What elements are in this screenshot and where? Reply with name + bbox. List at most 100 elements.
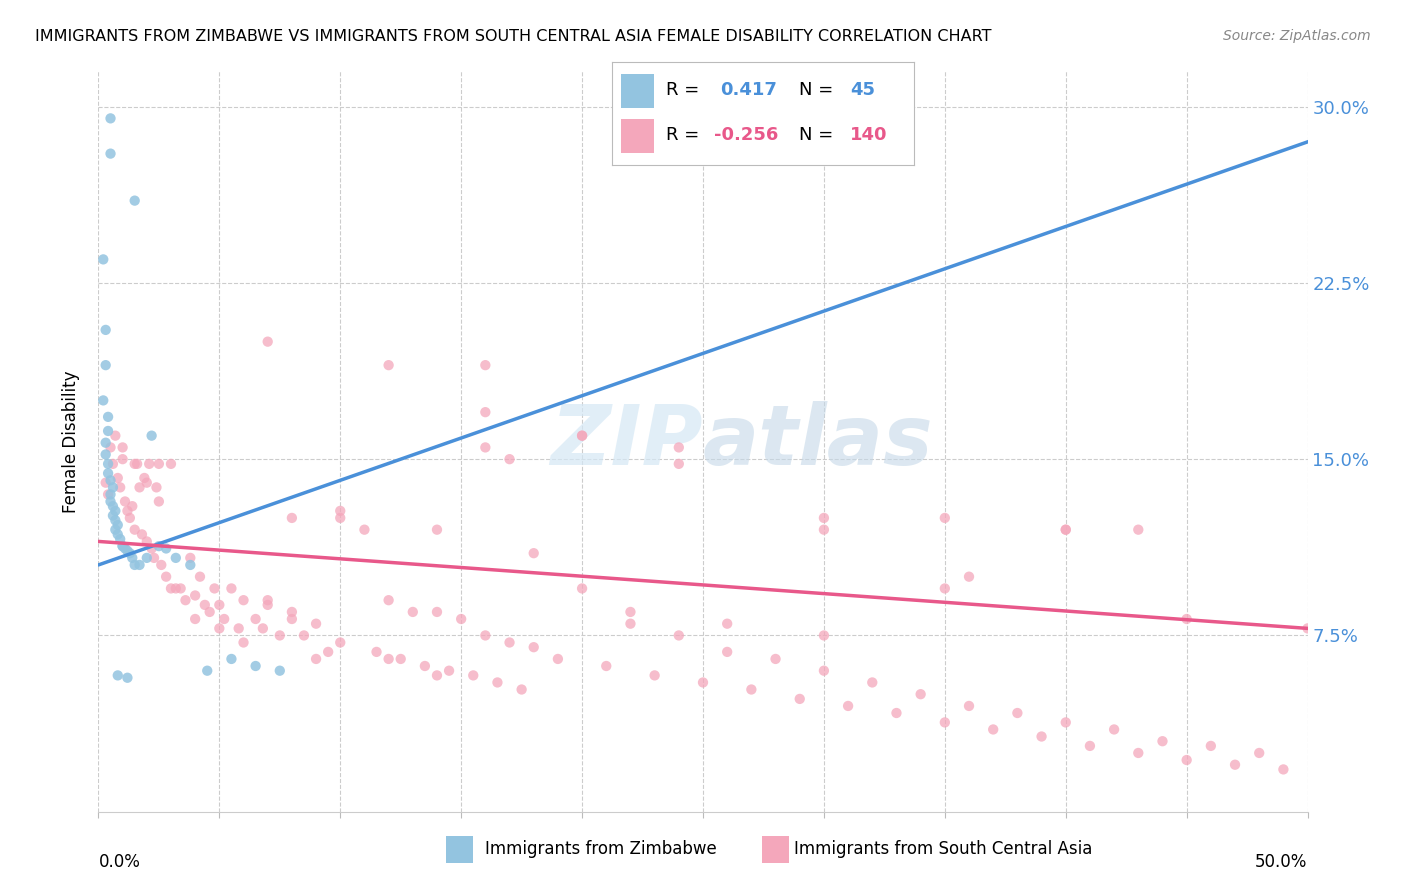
Text: N =: N =	[799, 127, 834, 145]
Point	[100, 473, 122, 487]
Point	[108, 480, 131, 494]
Point	[426, 605, 449, 619]
Point	[101, 480, 124, 494]
Point	[94, 475, 117, 490]
Point	[305, 652, 328, 666]
Point	[437, 664, 460, 678]
Point	[402, 605, 425, 619]
Point	[474, 358, 496, 372]
Point	[644, 668, 666, 682]
Point	[377, 652, 399, 666]
Point	[134, 471, 156, 485]
Point	[97, 467, 120, 481]
Point	[957, 570, 980, 584]
Point	[128, 558, 150, 572]
Point	[486, 675, 509, 690]
Point	[957, 698, 980, 713]
Point	[104, 513, 127, 527]
Point	[108, 532, 131, 546]
Point	[97, 424, 120, 438]
Point	[150, 558, 173, 572]
Point	[118, 511, 141, 525]
Point	[1199, 739, 1222, 753]
Point	[1031, 730, 1053, 744]
Text: Immigrants from Zimbabwe: Immigrants from Zimbabwe	[485, 840, 717, 858]
Point	[111, 441, 134, 455]
Text: 0.0%: 0.0%	[98, 854, 141, 871]
Point	[148, 539, 170, 553]
Point	[145, 480, 167, 494]
Point	[510, 682, 533, 697]
Point	[117, 544, 139, 558]
Point	[934, 715, 956, 730]
Point	[813, 511, 835, 525]
Point	[94, 447, 117, 461]
Y-axis label: Female Disability: Female Disability	[62, 370, 80, 513]
Text: IMMIGRANTS FROM ZIMBABWE VS IMMIGRANTS FROM SOUTH CENTRAL ASIA FEMALE DISABILITY: IMMIGRANTS FROM ZIMBABWE VS IMMIGRANTS F…	[35, 29, 991, 44]
Point	[100, 112, 122, 126]
Point	[269, 664, 291, 678]
Point	[450, 612, 472, 626]
Point	[474, 628, 496, 642]
Text: N =: N =	[799, 81, 834, 99]
Text: 45: 45	[851, 81, 876, 99]
Point	[256, 593, 278, 607]
Point	[765, 652, 787, 666]
Point	[353, 523, 375, 537]
Point	[208, 621, 231, 635]
Point	[107, 518, 129, 533]
Point	[135, 475, 157, 490]
Point	[124, 523, 146, 537]
Point	[668, 628, 690, 642]
Point	[100, 146, 122, 161]
Point	[571, 428, 593, 442]
Point	[141, 428, 163, 442]
Point	[377, 593, 399, 607]
Text: ZIP: ZIP	[550, 401, 703, 482]
Point	[886, 706, 908, 720]
Point	[813, 628, 835, 642]
Point	[377, 358, 399, 372]
Point	[221, 582, 243, 596]
Point	[141, 541, 163, 556]
Point	[221, 652, 243, 666]
Point	[232, 635, 254, 649]
Point	[571, 428, 593, 442]
Point	[910, 687, 932, 701]
Point	[1296, 621, 1319, 635]
Point	[117, 504, 139, 518]
Point	[981, 723, 1004, 737]
Point	[94, 435, 117, 450]
Text: -0.256: -0.256	[714, 127, 779, 145]
Point	[135, 534, 157, 549]
Point	[111, 539, 134, 553]
Point	[934, 511, 956, 525]
Point	[232, 593, 254, 607]
Point	[155, 541, 177, 556]
Point	[474, 405, 496, 419]
Point	[498, 452, 520, 467]
Point	[1175, 753, 1198, 767]
Point	[155, 570, 177, 584]
Point	[165, 550, 187, 565]
Point	[127, 457, 149, 471]
Point	[413, 659, 436, 673]
Point	[860, 675, 883, 690]
Point	[143, 550, 166, 565]
Point	[212, 612, 235, 626]
Point	[1152, 734, 1174, 748]
Bar	[620, 74, 654, 108]
Point	[131, 527, 153, 541]
Point	[245, 612, 267, 626]
Point	[160, 582, 183, 596]
Point	[366, 645, 388, 659]
Point	[138, 457, 160, 471]
Point	[114, 541, 136, 556]
Point	[208, 598, 231, 612]
Point	[204, 582, 226, 596]
Point	[329, 504, 352, 518]
Point	[124, 558, 146, 572]
Point	[305, 616, 328, 631]
Point	[104, 523, 127, 537]
Point	[128, 480, 150, 494]
